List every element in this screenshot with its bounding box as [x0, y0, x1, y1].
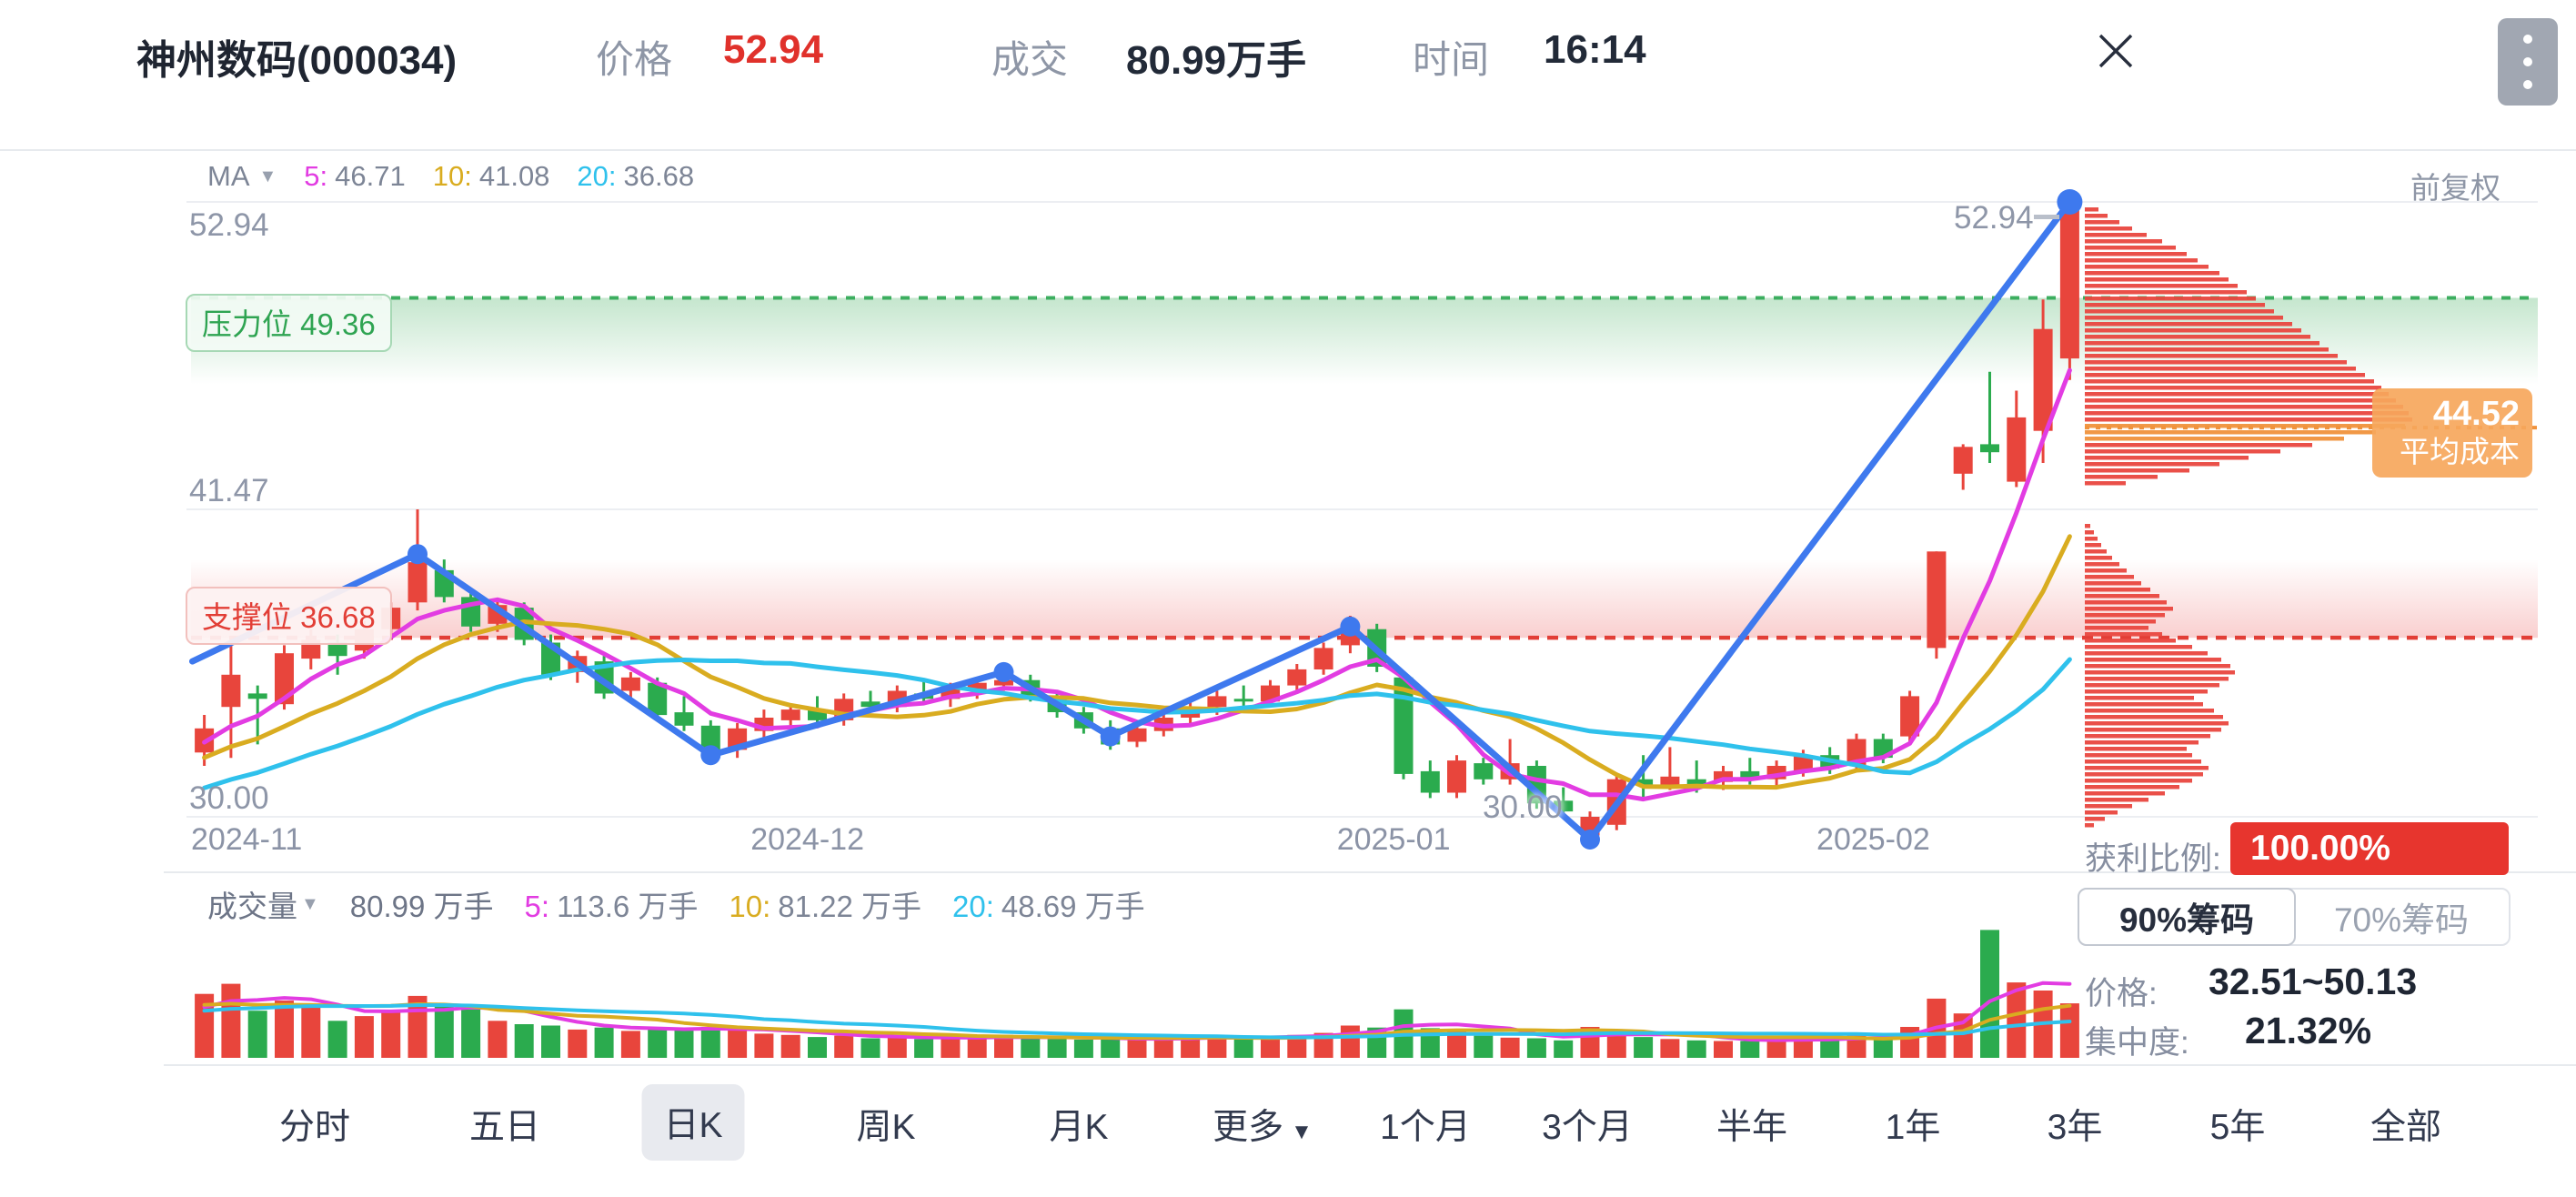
support-level-label: 支撑位 36.68	[186, 587, 392, 645]
yaxis-label-top: 52.94	[189, 207, 269, 243]
price-range-label: 价格:	[2085, 976, 2158, 1011]
ma-indicator-dropdown[interactable]: MA ▼	[207, 160, 277, 193]
volume-indicator-label: 成交量	[207, 890, 297, 923]
xaxis-date-label: 2024-11	[191, 822, 303, 857]
tab-五日[interactable]: 五日	[468, 1108, 541, 1147]
tab-3个月[interactable]: 3个月	[1542, 1108, 1633, 1147]
price-range-value: 32.51~50.13	[2209, 961, 2418, 1002]
yaxis-label-bottom: 30.00	[189, 780, 269, 816]
kebab-menu-icon	[2523, 35, 2532, 89]
xaxis-date-label: 2024-12	[750, 822, 864, 857]
tab-5年[interactable]: 5年	[2209, 1108, 2266, 1147]
volume-ma20-readout: 20: 48.69 万手	[952, 890, 1145, 923]
ma5-readout: 5: 46.71	[304, 160, 406, 192]
tab-1年[interactable]: 1年	[1885, 1108, 1941, 1147]
time-value: 16:14	[1544, 27, 1646, 72]
tab-周K[interactable]: 周K	[856, 1108, 916, 1147]
xaxis-date-label: 2025-01	[1336, 822, 1451, 857]
concentration-label: 集中度:	[2085, 1025, 2189, 1061]
turnover-label: 成交	[991, 38, 1069, 81]
ma20-readout: 20: 36.68	[577, 160, 695, 192]
chevron-down-icon: ▼	[258, 166, 277, 186]
resistance-level-label: 压力位 49.36	[186, 294, 392, 352]
volume-indicator-dropdown[interactable]: 成交量 ▼	[207, 882, 319, 926]
yaxis-label-mid: 41.47	[189, 473, 269, 508]
time-label: 时间	[1413, 38, 1490, 81]
volume-ma5-readout: 5: 113.6 万手	[524, 890, 699, 923]
page-title: 神州数码(000034)	[136, 38, 458, 83]
tab-月K[interactable]: 月K	[1049, 1108, 1109, 1147]
xaxis-date-label: 2025-02	[1816, 822, 1930, 857]
concentration-value: 21.32%	[2245, 1010, 2372, 1051]
close-button[interactable]	[2079, 15, 2152, 87]
profit-ratio-badge: 100.00%	[2230, 822, 2509, 875]
chevron-down-icon: ▼	[301, 893, 319, 914]
peak-price-label: 52.94	[1954, 200, 2034, 236]
turnover-value: 80.99万手	[1126, 38, 1307, 83]
close-icon	[2098, 34, 2133, 68]
chevron-down-icon: ▼	[1291, 1120, 1313, 1144]
tab-半年[interactable]: 半年	[1716, 1108, 1788, 1147]
adjust-mode-toggle[interactable]: 前复权	[2410, 171, 2501, 205]
low-price-label: 30.00	[1483, 790, 1563, 825]
average-cost-label: 44.52 平均成本	[2372, 388, 2532, 478]
chip-70-button[interactable]: 70%筹码	[2333, 901, 2470, 939]
tab-全部[interactable]: 全部	[2370, 1108, 2442, 1147]
profit-ratio-label: 获利比例:	[2085, 841, 2221, 877]
tab-3年[interactable]: 3年	[2047, 1108, 2103, 1147]
tab-日K[interactable]: 日K	[641, 1084, 745, 1161]
tab-分时[interactable]: 分时	[278, 1108, 351, 1147]
tab-1个月[interactable]: 1个月	[1380, 1108, 1471, 1147]
tab-更多[interactable]: 更多 ▼	[1213, 1108, 1313, 1147]
menu-button[interactable]	[2498, 18, 2558, 106]
price-value: 52.94	[723, 27, 824, 72]
header-divider	[0, 149, 2576, 151]
volume-current: 80.99 万手	[349, 890, 494, 923]
chip-90-button[interactable]: 90%筹码	[2078, 888, 2296, 946]
volume-pane-divider	[164, 871, 2576, 873]
price-label: 价格	[596, 38, 673, 81]
tabbar-divider	[164, 1064, 2576, 1066]
ma-indicator-label: MA	[207, 160, 250, 192]
chip-range-toggle: 90%筹码 70%筹码	[2078, 888, 2511, 946]
ma10-readout: 10: 41.08	[432, 160, 550, 192]
peak-tick	[2034, 215, 2059, 219]
volume-ma10-readout: 10: 81.22 万手	[729, 890, 922, 923]
